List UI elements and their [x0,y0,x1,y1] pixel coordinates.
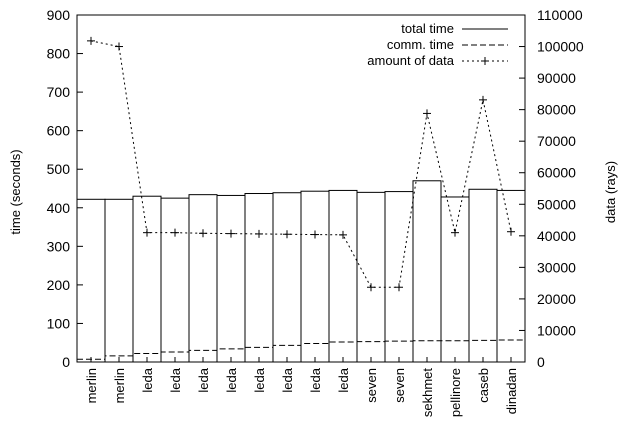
plot-frame [76,14,526,363]
bar-total-time [496,189,526,363]
point-amount-of-data [479,95,487,104]
point-amount-of-data [451,228,459,237]
total-time-bars [76,180,526,363]
bar-total-time [300,190,330,363]
right-axis: 0 10000 20000 30000 40000 50000 60000 70000 8000… [519,7,584,370]
point-amount-of-data [227,229,235,238]
category-label: leda [252,367,267,392]
category-label: seven [364,368,379,403]
point-amount-of-data [115,42,123,51]
category-label: seven [392,368,407,403]
right-axis-title: data (rays) [603,161,618,223]
amount-of-data-line [90,40,512,288]
category-label: leda [224,367,239,392]
legend-label-total-time: total time [401,21,454,36]
left-tick-label: 900 [47,7,71,23]
left-tick-label: 500 [47,161,71,177]
bar-total-time [468,188,498,363]
point-amount-of-data [283,230,291,239]
category-label: dinadan [504,368,519,414]
right-tick-label: 110000 [537,7,583,23]
left-tick-label: 100 [47,315,71,331]
bar-total-time [356,191,386,363]
point-amount-of-data [143,228,151,237]
bar-total-time [76,198,106,363]
legend-label-amount-of-data: amount of data [367,53,454,68]
point-amount-of-data [199,229,207,238]
bar-total-time [272,192,302,363]
point-amount-of-data [367,283,375,292]
left-tick-label: 600 [47,123,71,139]
bar-total-time [132,195,162,363]
point-amount-of-data [171,228,179,237]
category-label: leda [140,367,155,392]
bar-total-time [412,180,442,363]
comm-time-line [77,339,525,360]
point-amount-of-data [395,283,403,292]
category-label: leda [168,367,183,392]
right-tick-label: 0 [537,354,545,370]
category-label: sekhmet [420,368,435,418]
category-label: merlin [84,368,99,403]
amount-of-data-markers [87,36,515,292]
category-axis: merlin merlin leda leda leda leda leda leda leda… [84,357,519,417]
category-label: leda [196,367,211,392]
right-tick-label: 60000 [537,165,576,181]
right-tick-label: 40000 [537,228,576,244]
left-tick-label: 800 [47,46,71,62]
point-amount-of-data [507,227,515,236]
legend: total time comm. time amount of data [367,21,508,68]
legend-label-comm-time: comm. time [387,37,454,52]
bar-total-time [244,193,274,363]
category-label: leda [308,367,323,392]
left-tick-label: 300 [47,238,71,254]
bar-total-time [216,194,246,363]
right-tick-label: 90000 [537,70,576,86]
point-amount-of-data [423,109,431,118]
left-tick-label: 700 [47,84,71,100]
right-tick-label: 30000 [537,259,576,275]
point-amount-of-data [87,36,95,45]
right-tick-label: 20000 [537,291,576,307]
category-label: leda [336,367,351,392]
bar-total-time [440,196,470,363]
bar-total-time [188,194,218,363]
right-tick-label: 70000 [537,133,576,149]
bar-total-time [384,191,414,363]
left-axis-title: time (seconds) [8,149,23,234]
point-amount-of-data [339,230,347,239]
category-label: merlin [112,368,127,403]
left-tick-label: 400 [47,200,71,216]
point-amount-of-data [311,230,319,239]
bar-total-time [328,189,358,363]
category-label: pellinore [448,368,463,417]
left-tick-label: 200 [47,277,71,293]
right-tick-label: 80000 [537,102,576,118]
right-tick-label: 100000 [537,39,584,55]
point-amount-of-data [255,229,263,238]
category-label: caseb [476,368,491,403]
left-tick-label: 0 [62,354,70,370]
left-axis: 0 100 200 300 400 500 600 700 800 900 [47,7,83,370]
right-tick-label: 10000 [537,322,576,338]
bar-total-time [104,198,134,363]
legend-marker-amount-of-data [481,57,489,65]
bar-total-time [160,197,190,363]
right-tick-label: 50000 [537,196,576,212]
category-label: leda [280,367,295,392]
